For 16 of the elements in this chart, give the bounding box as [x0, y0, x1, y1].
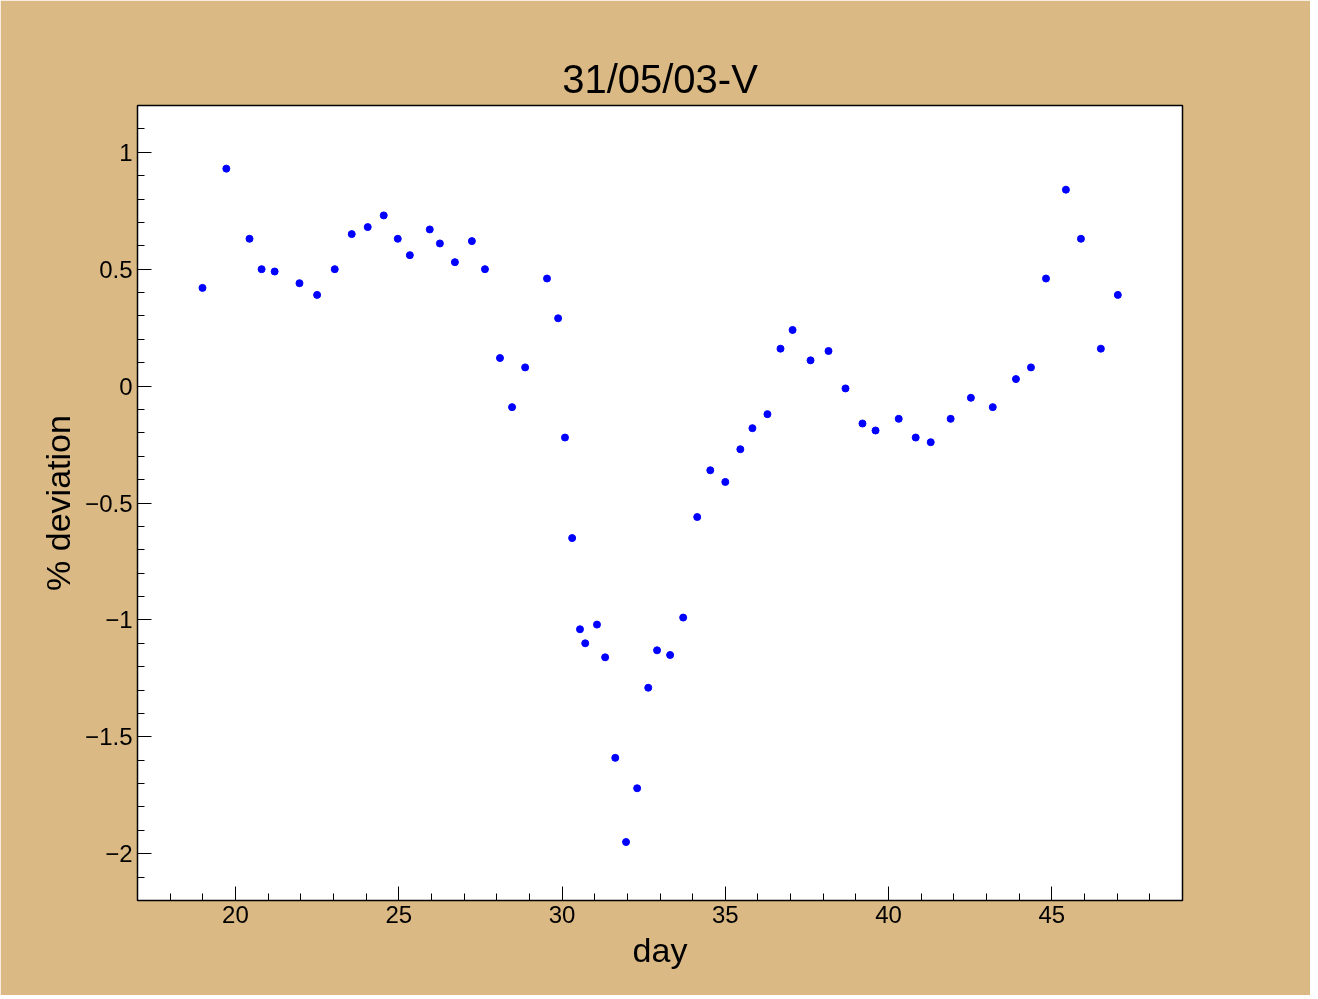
y-tick-label: 0.5	[99, 255, 133, 283]
y-tick-label: 0	[119, 372, 133, 400]
chart-title: 31/05/03-V	[562, 56, 759, 101]
y-tick-label: −1	[105, 606, 133, 634]
y-tick-label: −1.5	[85, 723, 133, 751]
y-tick-label: −2	[105, 840, 133, 868]
x-tick-label: 40	[875, 900, 902, 928]
x-tick-label: 20	[222, 900, 249, 928]
y-tick-label: −0.5	[85, 489, 133, 517]
x-tick-label: 25	[385, 900, 413, 928]
y-axis-title: % deviation	[39, 415, 78, 591]
y-tick-label: 1	[119, 138, 133, 166]
x-axis-title: day	[632, 930, 688, 969]
x-tick-label: 30	[548, 900, 576, 928]
x-tick-label: 35	[711, 900, 739, 928]
x-tick-label: 45	[1038, 900, 1066, 928]
